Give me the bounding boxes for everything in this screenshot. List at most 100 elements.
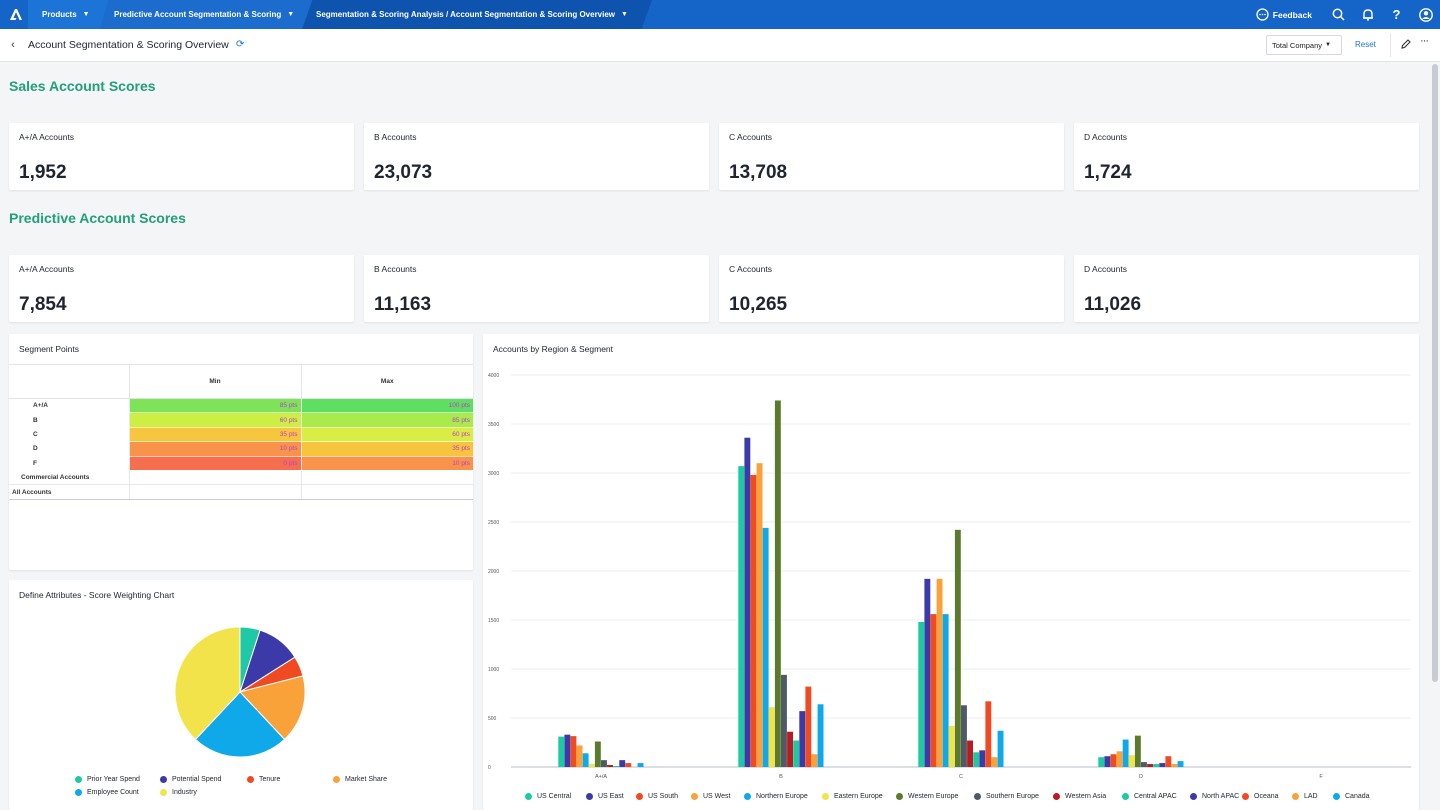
bar[interactable] [1134, 735, 1141, 767]
bar[interactable] [762, 527, 769, 767]
bar[interactable] [1122, 739, 1129, 767]
legend-item[interactable]: US East [586, 793, 624, 800]
bar[interactable] [594, 741, 601, 767]
more-options-icon[interactable]: ··· [1420, 35, 1429, 47]
company-filter-select[interactable]: Total Company ▼ [1266, 35, 1342, 55]
bar[interactable] [613, 766, 620, 767]
bar[interactable] [1171, 764, 1178, 767]
legend-item[interactable]: Potential Spend [160, 776, 221, 783]
bar[interactable] [582, 753, 589, 767]
cell-min [128, 470, 301, 486]
legend-item[interactable]: Industry [160, 789, 197, 796]
legend-item[interactable]: LAD [1292, 793, 1318, 800]
bar[interactable] [1104, 756, 1111, 767]
legend-item[interactable]: Northern Europe [744, 793, 808, 800]
bar[interactable] [1098, 757, 1105, 767]
legend-item[interactable]: Oceana [1242, 793, 1279, 800]
reset-button[interactable]: Reset [1355, 40, 1376, 49]
bar[interactable] [811, 754, 818, 767]
legend-item[interactable]: US West [691, 793, 731, 800]
bar[interactable] [570, 736, 577, 767]
legend-item[interactable]: North APAC [1190, 793, 1239, 800]
legend-item[interactable]: Southern Europe [974, 793, 1039, 800]
bar[interactable] [991, 757, 998, 767]
bar[interactable] [558, 736, 565, 767]
legend-item[interactable]: Market Share [333, 776, 387, 783]
bar[interactable] [973, 752, 980, 767]
feedback-button[interactable]: Feedback [1256, 8, 1312, 21]
search-button[interactable] [1324, 0, 1353, 29]
legend-label: Industry [172, 789, 197, 796]
legend-swatch [247, 776, 254, 783]
legend-item[interactable]: Western Europe [896, 793, 958, 800]
bar[interactable] [1147, 764, 1153, 767]
legend-item[interactable]: Central APAC [1122, 793, 1177, 800]
bar[interactable] [619, 760, 626, 767]
bar[interactable] [768, 707, 775, 767]
bar[interactable] [924, 578, 931, 767]
bar[interactable] [799, 711, 806, 767]
bar[interactable] [576, 745, 583, 767]
bar[interactable] [1128, 755, 1135, 767]
pie-slice[interactable] [239, 675, 306, 741]
bar[interactable] [601, 760, 607, 767]
breadcrumb-page[interactable]: Segmentation & Scoring Analysis / Accoun… [302, 0, 652, 29]
legend-item[interactable]: US Central [525, 793, 571, 800]
bar[interactable] [564, 734, 571, 767]
refresh-icon[interactable]: ⟳ [236, 39, 245, 50]
bar[interactable] [942, 614, 949, 767]
bar[interactable] [781, 674, 787, 767]
bar[interactable] [967, 740, 973, 767]
pencil-icon[interactable] [1400, 38, 1412, 50]
bar[interactable] [744, 437, 751, 767]
bar[interactable] [1177, 761, 1184, 767]
bar[interactable] [997, 730, 1004, 767]
scrollbar-thumb[interactable] [1432, 64, 1438, 682]
bar[interactable] [1116, 751, 1123, 767]
x-tick-label: A+/A [595, 774, 607, 780]
bar[interactable] [588, 764, 595, 767]
bar[interactable] [756, 463, 763, 767]
legend-item[interactable]: Eastern Europe [822, 793, 883, 800]
bar[interactable] [1153, 764, 1160, 767]
bar[interactable] [979, 750, 986, 767]
bar[interactable] [750, 474, 757, 767]
pie-slice[interactable] [194, 691, 286, 758]
bar[interactable] [918, 621, 925, 767]
legend-item[interactable]: Employee Count [75, 789, 139, 796]
bar[interactable] [1165, 756, 1172, 767]
bar[interactable] [985, 701, 992, 767]
pie-chart [174, 626, 306, 758]
bar[interactable] [607, 765, 613, 767]
legend-item[interactable]: Tenure [247, 776, 280, 783]
bar[interactable] [793, 740, 800, 767]
breadcrumb-products[interactable]: Products ▼ [28, 0, 110, 29]
bar[interactable] [1141, 762, 1147, 767]
bar[interactable] [787, 731, 793, 767]
app-logo[interactable] [0, 0, 31, 29]
bar[interactable] [817, 704, 824, 767]
user-menu-button[interactable] [1411, 0, 1440, 29]
legend-item[interactable]: Canada [1333, 793, 1370, 800]
table-row: D 10 pts 35 pts [9, 441, 473, 457]
legend-item[interactable]: Western Asia [1053, 793, 1106, 800]
bar[interactable] [961, 705, 967, 767]
bar[interactable] [948, 725, 955, 767]
bar[interactable] [637, 763, 644, 767]
help-button[interactable]: ? [1382, 0, 1411, 29]
bar[interactable] [954, 529, 961, 767]
bar[interactable] [1110, 754, 1117, 767]
legend-item[interactable]: US South [636, 793, 678, 800]
breadcrumb-product-area[interactable]: Predictive Account Segmentation & Scorin… [100, 0, 312, 29]
bar[interactable] [930, 614, 937, 767]
bar[interactable] [805, 686, 812, 767]
bar[interactable] [625, 763, 632, 767]
bar[interactable] [936, 578, 943, 767]
bar[interactable] [738, 466, 745, 767]
notifications-button[interactable] [1353, 0, 1382, 29]
bar[interactable] [1159, 763, 1166, 767]
back-button[interactable]: ‹ [6, 37, 20, 53]
pie-slice[interactable] [174, 626, 241, 741]
legend-item[interactable]: Prior Year Spend [75, 776, 140, 783]
bar[interactable] [774, 400, 781, 767]
